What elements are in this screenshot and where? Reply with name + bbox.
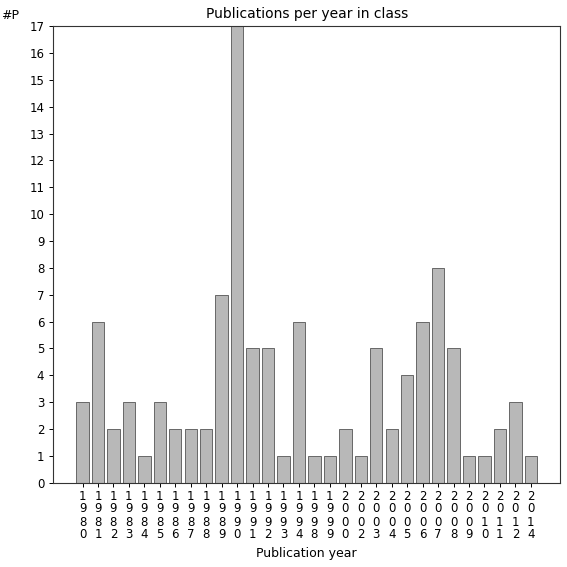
Bar xyxy=(463,456,475,483)
Bar xyxy=(524,456,537,483)
Bar xyxy=(432,268,445,483)
Bar xyxy=(293,321,305,483)
Bar xyxy=(494,429,506,483)
X-axis label: Publication year: Publication year xyxy=(256,547,357,560)
Bar xyxy=(277,456,290,483)
Bar xyxy=(354,456,367,483)
Bar xyxy=(479,456,490,483)
Bar xyxy=(370,348,382,483)
Bar xyxy=(169,429,181,483)
Bar xyxy=(184,429,197,483)
Bar xyxy=(154,402,166,483)
Bar xyxy=(122,402,135,483)
Bar xyxy=(77,402,88,483)
Title: Publications per year in class: Publications per year in class xyxy=(206,7,408,21)
Y-axis label: #P: #P xyxy=(1,9,19,22)
Bar xyxy=(92,321,104,483)
Bar xyxy=(200,429,213,483)
Bar xyxy=(339,429,352,483)
Bar xyxy=(107,429,120,483)
Bar xyxy=(401,375,413,483)
Bar xyxy=(308,456,320,483)
Bar xyxy=(138,456,150,483)
Bar xyxy=(447,348,460,483)
Bar xyxy=(231,26,243,483)
Bar xyxy=(215,295,228,483)
Bar xyxy=(247,348,259,483)
Bar xyxy=(416,321,429,483)
Bar xyxy=(509,402,522,483)
Bar xyxy=(324,456,336,483)
Bar xyxy=(262,348,274,483)
Bar xyxy=(386,429,398,483)
